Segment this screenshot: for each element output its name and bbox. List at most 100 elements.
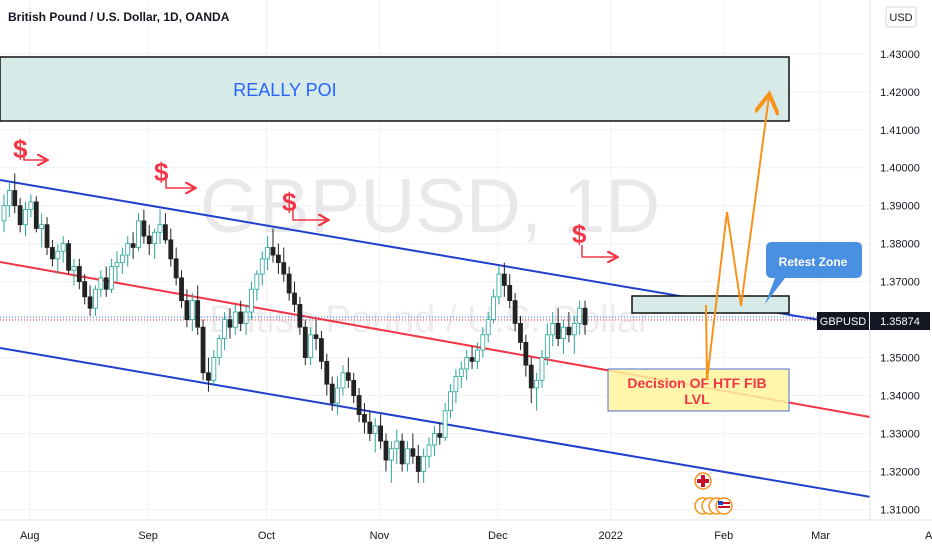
- candle-body: [216, 338, 222, 358]
- candle: [431, 425, 437, 457]
- red-arrow-1: [23, 148, 46, 160]
- currency-button[interactable]: [885, 6, 917, 28]
- candle: [335, 376, 340, 415]
- signal-4: $: [572, 219, 616, 257]
- candle: [464, 349, 470, 381]
- candle-body: [534, 379, 540, 389]
- candle-body: [523, 341, 529, 366]
- candle-body: [259, 258, 265, 275]
- retest-zone-box[interactable]: [631, 295, 790, 314]
- candle: [103, 266, 109, 297]
- candle: [189, 293, 195, 332]
- candle-body: [561, 326, 566, 339]
- candle: [281, 247, 287, 282]
- candle: [345, 357, 351, 388]
- x-tick-label: 2022: [599, 530, 623, 542]
- candle: [512, 293, 518, 332]
- y-tick-label: 1.41000: [880, 125, 920, 137]
- candle-body: [351, 379, 357, 396]
- retest-callout[interactable]: [765, 242, 862, 304]
- candle-body: [141, 220, 147, 237]
- candle-body: [356, 395, 362, 415]
- candle: [1, 194, 7, 233]
- candle-body: [109, 266, 114, 290]
- time-axis[interactable]: [0, 520, 932, 550]
- candle-body: [125, 243, 131, 256]
- candle-body: [415, 455, 421, 472]
- candle-body: [394, 440, 400, 450]
- candle: [109, 258, 114, 294]
- event-flags[interactable]: [694, 472, 733, 515]
- candle-body: [265, 247, 271, 260]
- candle-body: [270, 247, 276, 256]
- candle: [119, 247, 125, 275]
- candle-body: [249, 288, 254, 313]
- candle-body: [448, 391, 453, 412]
- candle-body: [555, 323, 561, 339]
- candle: [356, 387, 362, 423]
- candle: [372, 418, 378, 453]
- y-tick-label: 1.43000: [880, 49, 920, 61]
- candle-body: [426, 444, 432, 457]
- candle-body: [39, 224, 45, 229]
- candle: [539, 349, 545, 388]
- candle-body: [372, 425, 378, 434]
- candle: [442, 403, 448, 442]
- candle: [141, 209, 147, 244]
- candle-body: [28, 201, 34, 210]
- candle: [249, 281, 254, 320]
- poi-zone[interactable]: [0, 56, 790, 122]
- y-tick-label: 1.40000: [880, 163, 920, 175]
- candle-body: [50, 247, 55, 260]
- candle-body: [431, 433, 437, 446]
- candle-body: [103, 277, 109, 290]
- y-tick-label: 1.38000: [880, 239, 920, 251]
- candle: [421, 448, 427, 483]
- y-tick-label: 1.37000: [880, 277, 920, 289]
- candle: [550, 312, 556, 347]
- x-tick-label: Dec: [488, 530, 508, 542]
- candle-body: [200, 326, 206, 374]
- candle-body: [275, 254, 281, 264]
- candle: [340, 365, 346, 396]
- candle-body: [136, 220, 141, 248]
- candle: [475, 342, 480, 369]
- candle: [453, 368, 459, 404]
- watermark-symbol: GBPUSD, 1D: [200, 164, 660, 249]
- candle-body: [410, 448, 416, 457]
- candle-body: [362, 414, 367, 423]
- candle: [98, 270, 104, 297]
- fib-zone[interactable]: [607, 368, 790, 412]
- candle: [448, 384, 453, 419]
- candle-body: [184, 300, 190, 321]
- candle-body: [458, 368, 464, 377]
- candle: [23, 201, 28, 237]
- y-tick-label: 1.39000: [880, 201, 920, 213]
- candle-body: [87, 296, 93, 309]
- candle: [211, 349, 217, 385]
- candle: [501, 262, 507, 297]
- candle: [275, 243, 281, 275]
- candle-body: [518, 323, 523, 343]
- currency-label: USD: [889, 12, 912, 24]
- channel-lower-line[interactable]: [0, 347, 901, 503]
- red-arrow-4: [581, 245, 616, 257]
- price-axis[interactable]: [870, 0, 932, 520]
- candle: [319, 331, 324, 369]
- candle: [179, 270, 184, 309]
- candle-body: [60, 243, 66, 252]
- projection-path[interactable]: [705, 96, 769, 381]
- candle-body: [453, 376, 459, 393]
- candle: [270, 228, 276, 263]
- candle-body: [297, 304, 303, 328]
- candle-body: [33, 201, 39, 229]
- candle-body: [399, 440, 405, 465]
- candle: [125, 236, 131, 267]
- candle: [33, 196, 39, 233]
- retest-label: Retest Zone: [779, 255, 848, 269]
- candle: [410, 433, 416, 464]
- candle: [227, 308, 233, 339]
- candle: [93, 285, 98, 316]
